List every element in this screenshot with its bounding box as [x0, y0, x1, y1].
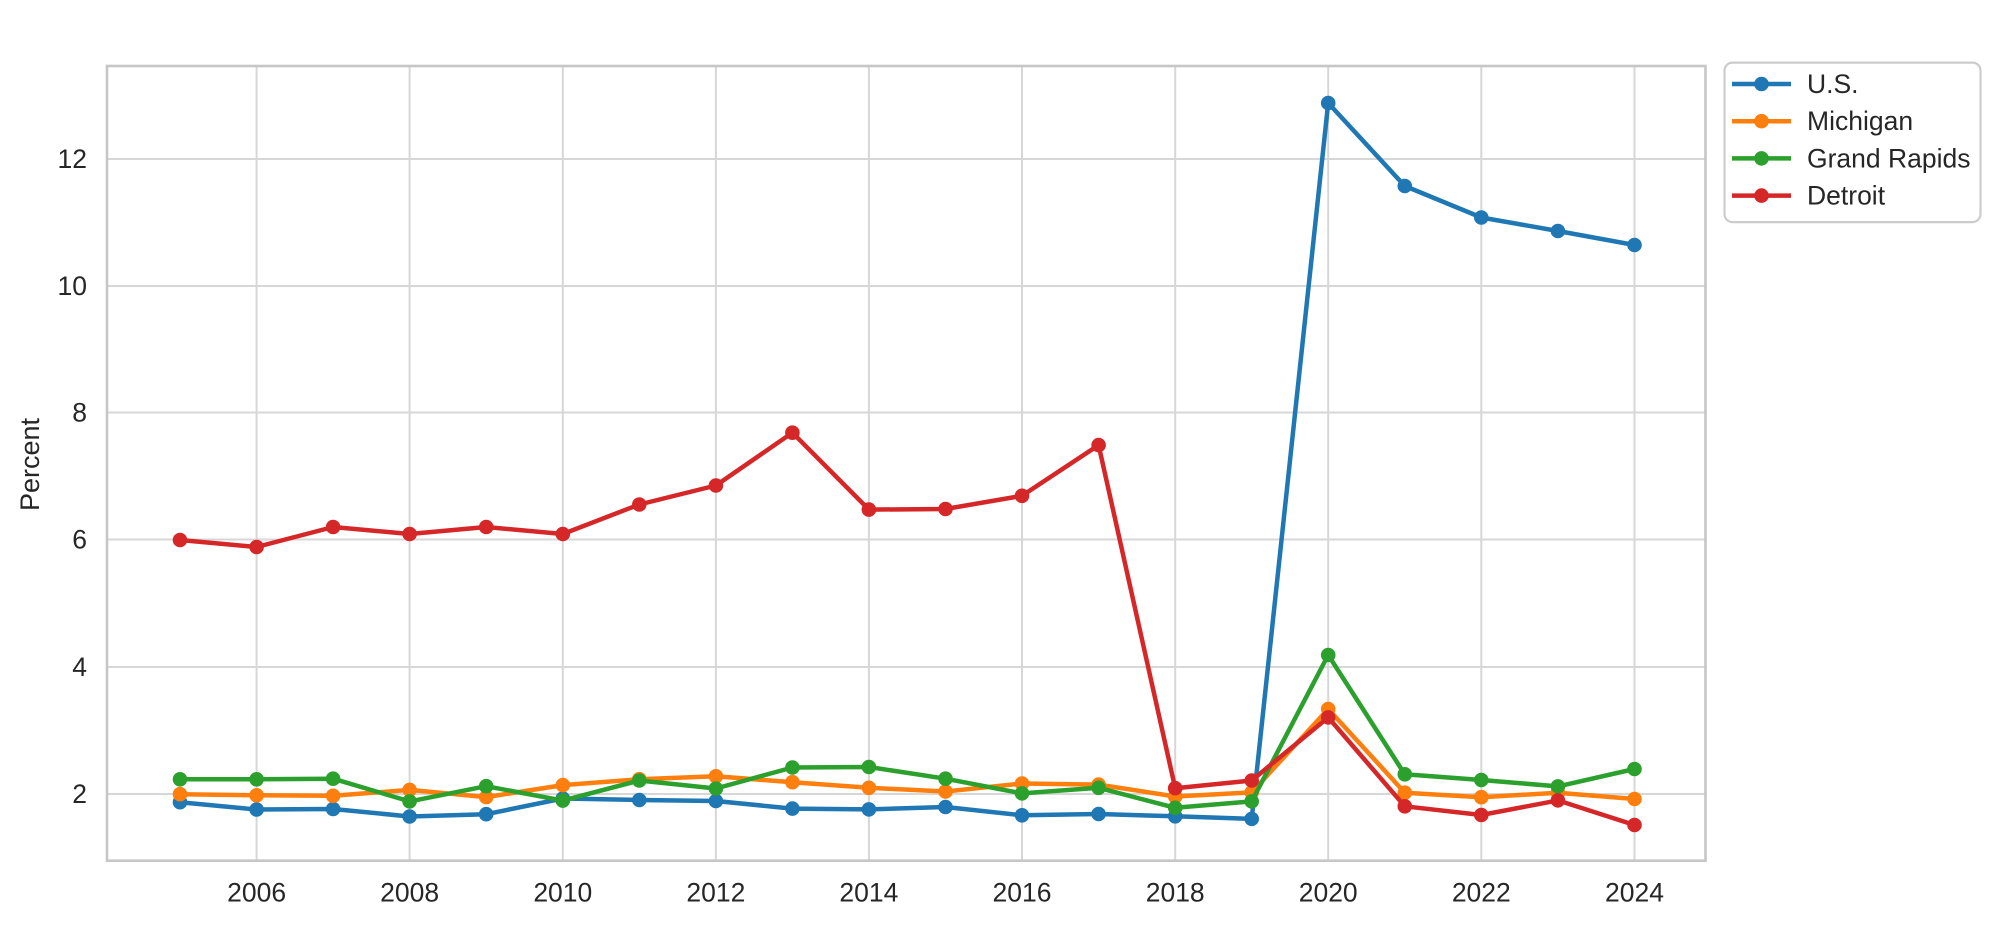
- svg-text:2012: 2012: [686, 878, 745, 908]
- svg-text:2020: 2020: [1299, 878, 1358, 908]
- svg-text:2016: 2016: [993, 878, 1052, 908]
- svg-text:2006: 2006: [227, 878, 286, 908]
- svg-text:6: 6: [72, 525, 87, 555]
- svg-text:2010: 2010: [533, 878, 592, 908]
- svg-text:Detroit: Detroit: [1807, 181, 1886, 211]
- svg-text:4: 4: [72, 652, 87, 682]
- svg-text:U.S.: U.S.: [1807, 69, 1859, 99]
- svg-text:2: 2: [72, 779, 87, 809]
- svg-text:10: 10: [58, 271, 87, 301]
- svg-text:12: 12: [58, 144, 87, 174]
- svg-text:8: 8: [72, 398, 87, 428]
- svg-text:Percent: Percent: [15, 417, 45, 511]
- svg-text:2008: 2008: [380, 878, 439, 908]
- svg-text:Grand Rapids: Grand Rapids: [1807, 143, 1971, 173]
- svg-text:2022: 2022: [1452, 878, 1511, 908]
- svg-text:2018: 2018: [1146, 878, 1205, 908]
- svg-text:2024: 2024: [1605, 878, 1664, 908]
- svg-text:Michigan: Michigan: [1807, 106, 1913, 136]
- svg-text:2014: 2014: [839, 878, 898, 908]
